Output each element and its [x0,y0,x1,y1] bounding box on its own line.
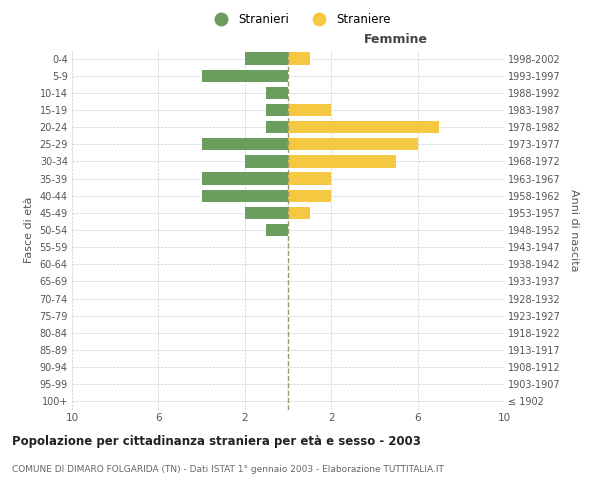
Bar [288,156,396,168]
Text: COMUNE DI DIMARO FOLGARIDA (TN) - Dati ISTAT 1° gennaio 2003 - Elaborazione TUTT: COMUNE DI DIMARO FOLGARIDA (TN) - Dati I… [12,465,444,474]
Legend: Stranieri, Straniere: Stranieri, Straniere [204,8,396,31]
Bar [288,172,331,184]
Bar [266,104,288,116]
Bar [288,121,439,134]
Bar [288,190,331,202]
Bar [288,52,310,64]
Bar [202,70,288,82]
Bar [266,86,288,99]
Text: Femmine: Femmine [364,34,428,46]
Bar [266,121,288,134]
Bar [288,206,310,219]
Text: Popolazione per cittadinanza straniera per età e sesso - 2003: Popolazione per cittadinanza straniera p… [12,435,421,448]
Bar [245,156,288,168]
Bar [245,52,288,64]
Bar [288,138,418,150]
Bar [202,138,288,150]
Bar [202,172,288,184]
Bar [266,224,288,236]
Bar [202,190,288,202]
Y-axis label: Anni di nascita: Anni di nascita [569,188,580,271]
Bar [245,206,288,219]
Bar [288,104,331,116]
Y-axis label: Fasce di età: Fasce di età [24,197,34,263]
